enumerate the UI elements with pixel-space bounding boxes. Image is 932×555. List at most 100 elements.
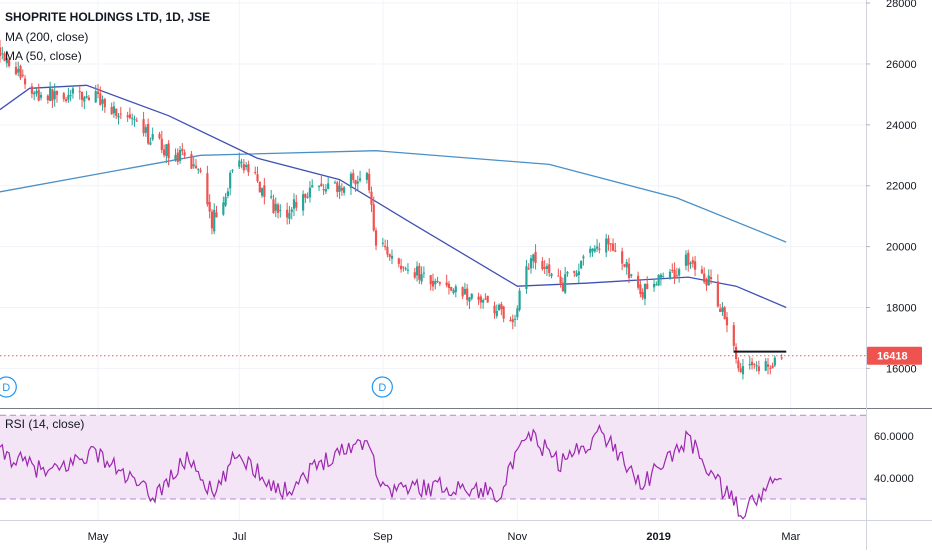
candle-body [516, 308, 519, 318]
candle-body [509, 319, 512, 321]
candle [78, 84, 81, 100]
candle-body [343, 187, 346, 193]
candle-body [338, 185, 341, 192]
candle [213, 203, 216, 235]
candle-body [675, 275, 678, 277]
candle [652, 278, 656, 292]
candle [55, 90, 59, 103]
candle-body [240, 162, 243, 164]
candle [324, 184, 327, 195]
candle [215, 205, 218, 218]
candle-body [500, 304, 503, 310]
candle [245, 162, 248, 171]
dividend-marker-circle[interactable] [371, 376, 393, 398]
candle [194, 159, 198, 169]
candle-body [222, 202, 225, 215]
candle [700, 265, 704, 275]
candle-body [55, 90, 59, 95]
dividend-marker-circle[interactable] [0, 376, 17, 398]
candle-body [167, 143, 170, 159]
candle-body [199, 170, 202, 172]
rsi-legend[interactable]: RSI (14, close) [5, 417, 84, 431]
candle [128, 107, 131, 120]
candle-body [23, 78, 27, 85]
candle-body [484, 298, 487, 300]
candle-body [381, 242, 384, 244]
candle [486, 295, 489, 303]
candle [340, 183, 343, 196]
candle-body [436, 280, 439, 282]
time-axis-label: Jul [232, 531, 246, 543]
time-axis-label: Sep [373, 531, 393, 543]
candle-body [447, 283, 451, 288]
candle-body [755, 365, 758, 367]
candle [399, 258, 403, 273]
candle-body [231, 169, 234, 171]
dividend-marker[interactable]: D [371, 376, 393, 398]
candle [500, 301, 503, 316]
candle-body [322, 189, 325, 191]
candle [242, 159, 245, 174]
candle [630, 273, 633, 278]
candle [418, 262, 421, 285]
candle-body [33, 92, 36, 95]
candle [643, 283, 647, 306]
candle [96, 83, 100, 99]
candle-body [605, 238, 608, 253]
candle [561, 277, 564, 292]
candle [151, 127, 154, 141]
candle-body [260, 188, 264, 196]
candle [238, 152, 241, 170]
candle-body [149, 142, 152, 145]
candle [21, 69, 24, 78]
candle-body [735, 346, 738, 360]
candle [208, 194, 211, 219]
candle-body [559, 276, 562, 284]
candle [131, 113, 134, 126]
candle-body [422, 272, 425, 274]
candle [354, 179, 357, 192]
candle-body [340, 188, 343, 191]
candle [390, 249, 394, 265]
candle [327, 176, 330, 190]
candle [732, 321, 735, 353]
price-tick-label: 28000 [886, 0, 917, 10]
candle-body [725, 317, 729, 326]
candle-body [580, 260, 583, 269]
candle [420, 266, 423, 285]
candle-body [527, 268, 530, 270]
candle [206, 165, 209, 207]
candle-body [479, 296, 482, 303]
overlays: 16418 D D [0, 346, 922, 398]
candle [64, 97, 68, 103]
candle [0, 39, 2, 63]
candle-body [388, 254, 391, 257]
candle [46, 94, 49, 104]
candle [637, 271, 640, 290]
candle-body [162, 149, 166, 156]
candle-body [274, 203, 277, 211]
ma50-legend[interactable]: MA (50, close) [5, 49, 82, 63]
candle [719, 303, 722, 312]
candle [750, 357, 754, 370]
dividend-marker[interactable]: D [0, 376, 17, 398]
ma200-legend[interactable]: MA (200, close) [5, 30, 88, 44]
candle-body [110, 106, 113, 115]
candle-body [643, 283, 647, 299]
candle [30, 83, 34, 99]
price-tick-label: 24000 [886, 120, 917, 132]
candle-body [37, 89, 40, 101]
candle [23, 75, 27, 90]
candle [684, 250, 688, 271]
candle-body [659, 274, 662, 278]
candle-body [591, 248, 594, 252]
candle [101, 95, 104, 111]
candle [349, 171, 353, 195]
candle [115, 108, 118, 120]
candle-body [254, 171, 257, 173]
candle-body [288, 212, 291, 219]
candle-body [623, 264, 626, 267]
